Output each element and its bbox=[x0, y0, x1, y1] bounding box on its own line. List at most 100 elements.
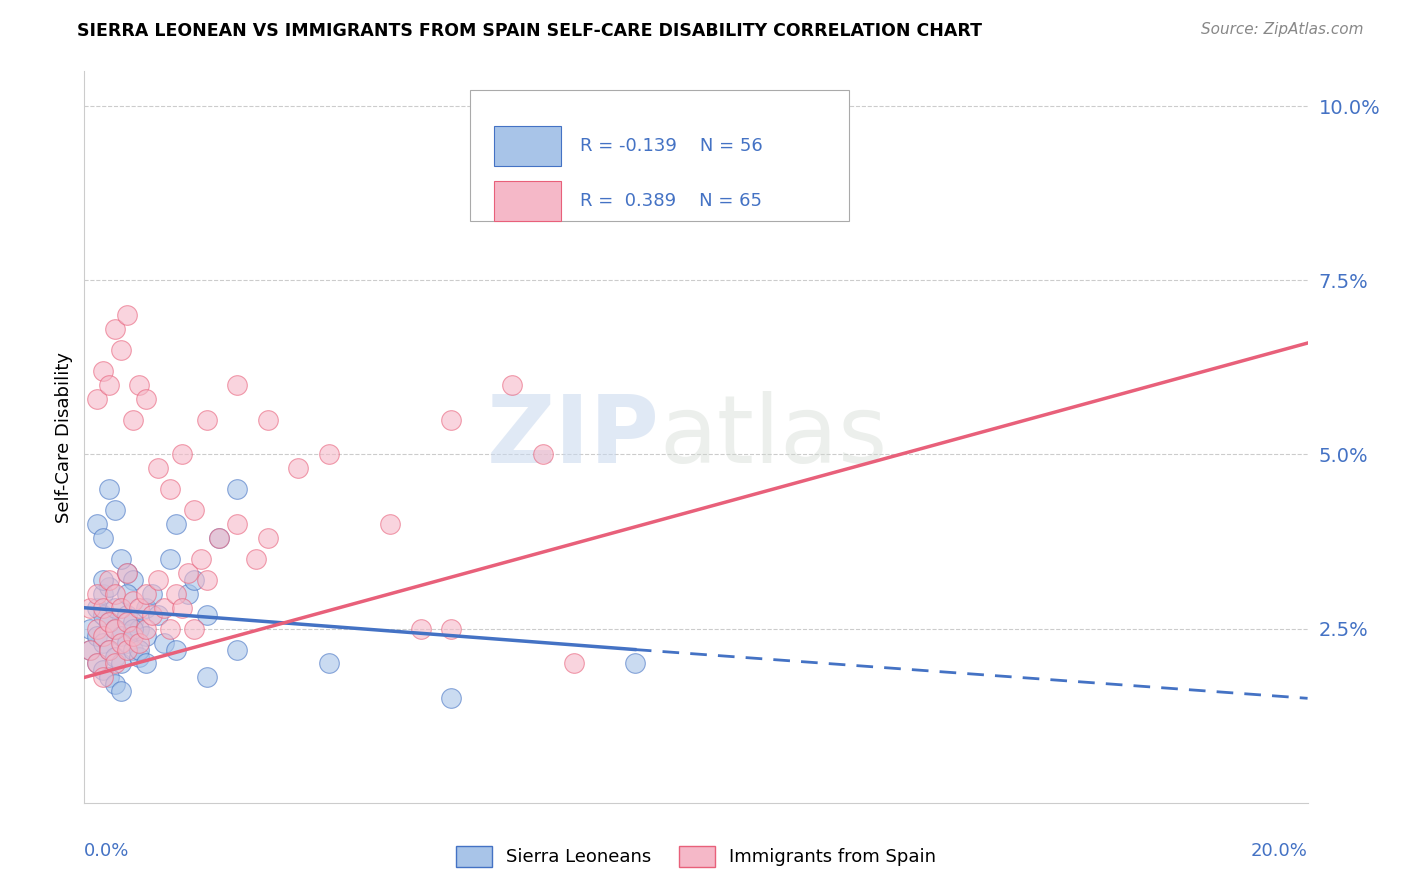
Point bbox=[159, 483, 181, 497]
Point bbox=[624, 657, 647, 671]
Point bbox=[165, 642, 187, 657]
Point bbox=[172, 600, 194, 615]
Point bbox=[97, 642, 120, 657]
Point bbox=[97, 483, 120, 497]
Point bbox=[141, 607, 163, 622]
Point bbox=[104, 322, 127, 336]
Point bbox=[195, 670, 218, 684]
Point bbox=[245, 552, 267, 566]
Point bbox=[531, 448, 554, 462]
Point bbox=[135, 392, 157, 406]
Text: 20.0%: 20.0% bbox=[1251, 842, 1308, 860]
Point bbox=[440, 691, 463, 706]
Point bbox=[128, 649, 150, 664]
Point bbox=[195, 412, 218, 426]
Point bbox=[110, 552, 132, 566]
Point bbox=[91, 587, 114, 601]
Point bbox=[115, 607, 138, 622]
Text: SIERRA LEONEAN VS IMMIGRANTS FROM SPAIN SELF-CARE DISABILITY CORRELATION CHART: SIERRA LEONEAN VS IMMIGRANTS FROM SPAIN … bbox=[77, 22, 983, 40]
Point bbox=[79, 642, 101, 657]
Point bbox=[104, 503, 127, 517]
Point bbox=[122, 573, 145, 587]
Text: 0.0%: 0.0% bbox=[84, 842, 129, 860]
Point bbox=[110, 635, 132, 649]
Point bbox=[104, 587, 127, 601]
Point bbox=[146, 573, 169, 587]
Point bbox=[183, 573, 205, 587]
Point bbox=[97, 670, 120, 684]
Point bbox=[91, 670, 114, 684]
Point bbox=[110, 629, 132, 643]
Point bbox=[115, 587, 138, 601]
Text: ZIP: ZIP bbox=[486, 391, 659, 483]
Point bbox=[110, 657, 132, 671]
Point bbox=[208, 531, 231, 545]
Point bbox=[86, 629, 108, 643]
Point bbox=[97, 642, 120, 657]
Legend: Sierra Leoneans, Immigrants from Spain: Sierra Leoneans, Immigrants from Spain bbox=[456, 847, 936, 867]
Point bbox=[91, 600, 114, 615]
Point bbox=[183, 622, 205, 636]
Point bbox=[128, 622, 150, 636]
Text: R = -0.139    N = 56: R = -0.139 N = 56 bbox=[579, 137, 762, 155]
Point bbox=[135, 629, 157, 643]
Point bbox=[165, 517, 187, 532]
Point bbox=[91, 664, 114, 678]
Point bbox=[91, 531, 114, 545]
Point bbox=[79, 600, 101, 615]
Point bbox=[104, 622, 127, 636]
Point bbox=[153, 635, 176, 649]
Point bbox=[440, 412, 463, 426]
Point bbox=[115, 566, 138, 580]
Point bbox=[122, 594, 145, 608]
Point bbox=[97, 377, 120, 392]
Point bbox=[624, 134, 647, 148]
Point bbox=[195, 607, 218, 622]
Point bbox=[110, 600, 132, 615]
Point bbox=[195, 573, 218, 587]
Point bbox=[122, 412, 145, 426]
Point bbox=[177, 587, 200, 601]
Point bbox=[128, 600, 150, 615]
Point bbox=[110, 343, 132, 357]
Point bbox=[97, 580, 120, 594]
Point bbox=[135, 600, 157, 615]
Point bbox=[153, 600, 176, 615]
Point bbox=[135, 622, 157, 636]
Point bbox=[91, 364, 114, 378]
Point bbox=[115, 635, 138, 649]
Point bbox=[115, 566, 138, 580]
Point bbox=[86, 622, 108, 636]
Point bbox=[122, 622, 145, 636]
Point bbox=[86, 517, 108, 532]
Point bbox=[122, 615, 145, 629]
Point bbox=[104, 622, 127, 636]
Point bbox=[380, 517, 402, 532]
Text: R =  0.389    N = 65: R = 0.389 N = 65 bbox=[579, 192, 762, 211]
Point bbox=[146, 607, 169, 622]
Point bbox=[562, 657, 585, 671]
Point bbox=[91, 629, 114, 643]
Point bbox=[97, 573, 120, 587]
Point bbox=[110, 684, 132, 698]
Point bbox=[86, 392, 108, 406]
Point bbox=[86, 587, 108, 601]
Point bbox=[226, 517, 249, 532]
Point bbox=[318, 448, 340, 462]
Point bbox=[86, 657, 108, 671]
Point bbox=[128, 377, 150, 392]
Point bbox=[104, 657, 127, 671]
Point bbox=[502, 377, 524, 392]
Point bbox=[128, 635, 150, 649]
Point bbox=[79, 642, 101, 657]
Point bbox=[135, 657, 157, 671]
Point bbox=[97, 615, 120, 629]
Point bbox=[440, 622, 463, 636]
Point bbox=[208, 531, 231, 545]
Point bbox=[91, 635, 114, 649]
Y-axis label: Self-Care Disability: Self-Care Disability bbox=[55, 351, 73, 523]
Point bbox=[141, 587, 163, 601]
Point bbox=[172, 448, 194, 462]
Point bbox=[159, 622, 181, 636]
Point bbox=[226, 377, 249, 392]
